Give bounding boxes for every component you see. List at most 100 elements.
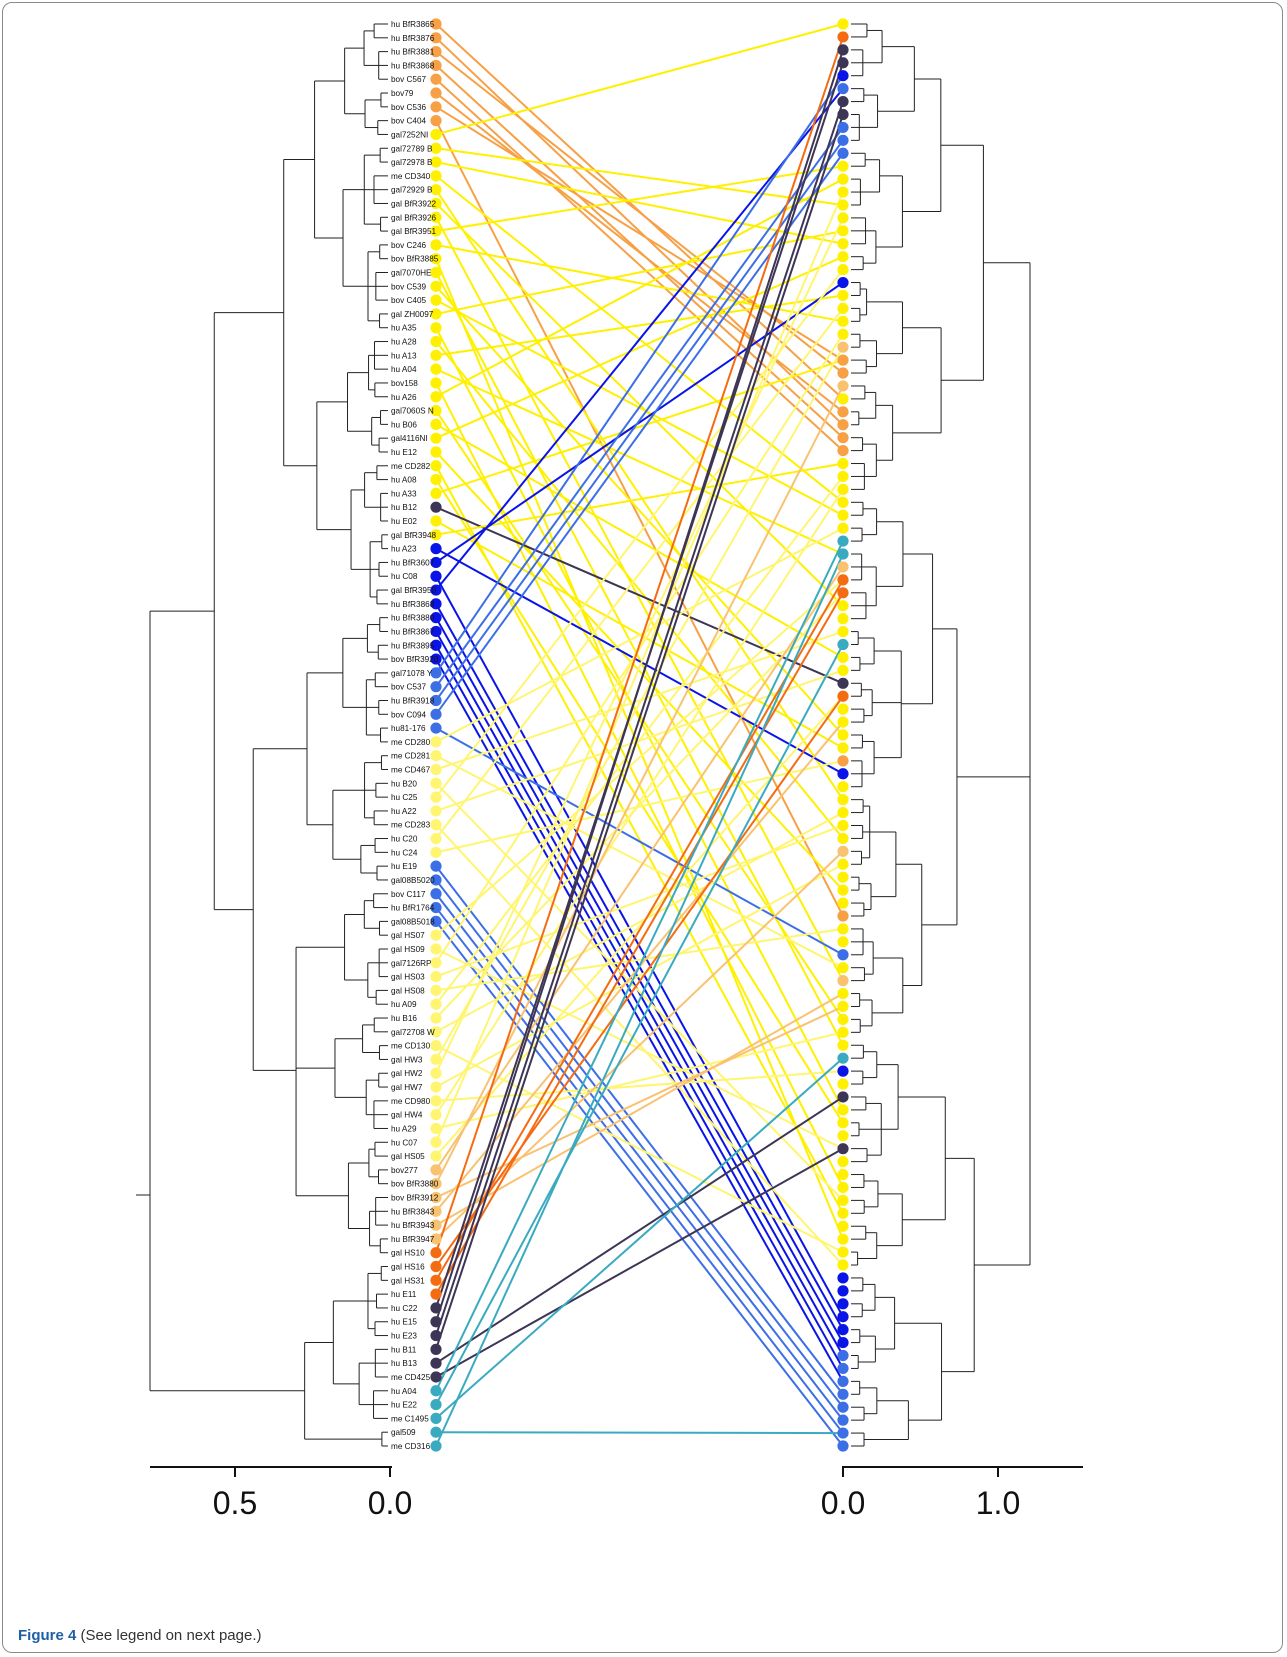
left-leaf-dot	[430, 1288, 442, 1300]
leaf-label: bov C537	[391, 683, 426, 692]
leaf-label: hu A33	[391, 489, 417, 498]
left-leaf-dot	[430, 846, 442, 858]
right-leaf-dot	[837, 561, 849, 573]
leaf-label: gal7070HE	[391, 269, 432, 278]
right-leaf-dot	[837, 1143, 849, 1155]
right-leaf-dot	[837, 845, 849, 857]
link-line	[435, 592, 844, 1295]
link-line	[435, 152, 844, 715]
leaf-label: hu C08	[391, 572, 418, 581]
leaf-label: hu A04	[391, 1387, 417, 1396]
left-leaf-dot	[430, 598, 442, 610]
right-leaf-dot	[837, 535, 849, 547]
leaf-label: gal HW7	[391, 1083, 423, 1092]
link-line	[435, 281, 844, 564]
left-leaf-dot	[430, 418, 442, 430]
left-leaf-dot	[430, 280, 442, 292]
left-leaf-dot	[430, 971, 442, 983]
axis-tick-label: 0.0	[368, 1485, 412, 1521]
right-leaf-dot	[837, 509, 849, 521]
leaf-label: hu BfR3868	[391, 61, 435, 70]
leaf-label: hu A22	[391, 807, 417, 816]
link-line	[435, 644, 844, 1406]
link-line	[435, 1057, 844, 1420]
left-leaf-dot	[430, 860, 442, 872]
link-line	[435, 191, 844, 1143]
left-leaf-dot	[430, 1053, 442, 1066]
link-line	[435, 811, 844, 1033]
leaf-label: gal72708 W	[391, 1028, 435, 1037]
right-leaf-dot	[837, 57, 849, 69]
left-leaf-dot	[430, 1191, 442, 1204]
right-leaf-dot	[837, 380, 849, 392]
link-line	[435, 368, 844, 555]
leaf-label: hu C24	[391, 848, 418, 857]
left-leaf-dot	[430, 1426, 442, 1438]
right-leaf-dot	[837, 95, 849, 108]
right-leaf-dot	[837, 147, 849, 159]
right-leaf-dot	[837, 1065, 849, 1077]
leaf-label: hu B16	[391, 1014, 417, 1023]
right-leaf-dot	[837, 768, 849, 780]
left-leaf-dot	[430, 1371, 442, 1383]
left-leaf-dot	[430, 101, 442, 113]
figure-caption: Figure 4 (See legend on next page.)	[18, 1627, 262, 1644]
right-leaf-dot	[837, 625, 849, 638]
right-leaf-dot	[837, 574, 849, 586]
leaf-label: hu E19	[391, 862, 417, 871]
link-line	[435, 540, 844, 1392]
right-leaf-dot	[837, 1246, 849, 1258]
left-leaf-dot	[430, 943, 442, 955]
right-leaf-dot	[837, 1026, 849, 1038]
left-leaf-dot	[430, 377, 442, 389]
right-leaf-dot	[837, 354, 849, 366]
right-leaf-dot	[837, 1401, 849, 1413]
link-line	[435, 695, 844, 1268]
right-leaf-dot	[837, 716, 849, 728]
leaf-label: gal HS07	[391, 931, 425, 940]
right-leaf-dot	[837, 173, 849, 185]
left-leaf-dot	[430, 142, 442, 154]
left-leaf-dot	[430, 929, 442, 941]
leaf-label: hu BfR3607	[391, 558, 435, 567]
leaf-label: gal BfR3948	[391, 531, 437, 540]
left-leaf-dot	[430, 46, 442, 58]
left-leaf-dot	[430, 805, 442, 817]
right-leaf-dot	[837, 1220, 849, 1232]
right-leaf-dot	[837, 1207, 849, 1219]
left-leaf-dot	[430, 1164, 442, 1176]
leaf-label: bov BfR3920	[391, 655, 439, 664]
link-line	[435, 863, 844, 1088]
connection-lines	[435, 23, 844, 1447]
leaf-label: gal72789 B	[391, 144, 433, 153]
left-leaf-dot	[430, 625, 442, 638]
left-leaf-dot	[430, 888, 442, 900]
right-leaf-dot	[837, 1298, 849, 1310]
left-leaf-dot	[430, 225, 442, 237]
leaf-label: bov BfR3885	[391, 255, 439, 264]
leaf-label: hu B06	[391, 420, 417, 429]
link-line	[435, 1070, 844, 1102]
left-leaf-dot	[430, 156, 442, 168]
left-leaf-dot	[430, 239, 442, 251]
leaf-label: hu A35	[391, 324, 417, 333]
left-leaf-dot	[430, 639, 442, 651]
right-leaf-dot	[837, 432, 849, 444]
link-line	[435, 475, 844, 1005]
right-dendrogram	[851, 23, 1031, 1447]
right-leaf-dot	[837, 819, 849, 832]
link-line	[435, 893, 844, 1421]
left-leaf-dot	[430, 1095, 442, 1107]
left-leaf-dot	[430, 1274, 442, 1286]
link-line	[435, 359, 844, 495]
figure-note: (See legend on next page.)	[80, 1627, 262, 1644]
right-leaf-dot	[837, 703, 849, 715]
right-leaf-dot	[837, 1000, 849, 1013]
leaf-label: hu BfR3895	[391, 641, 435, 650]
right-leaf-dot	[837, 1091, 849, 1103]
right-leaf-dot	[837, 31, 849, 43]
left-leaf-dot	[430, 791, 442, 803]
right-leaf-dot	[837, 949, 849, 961]
link-line	[435, 592, 844, 1019]
